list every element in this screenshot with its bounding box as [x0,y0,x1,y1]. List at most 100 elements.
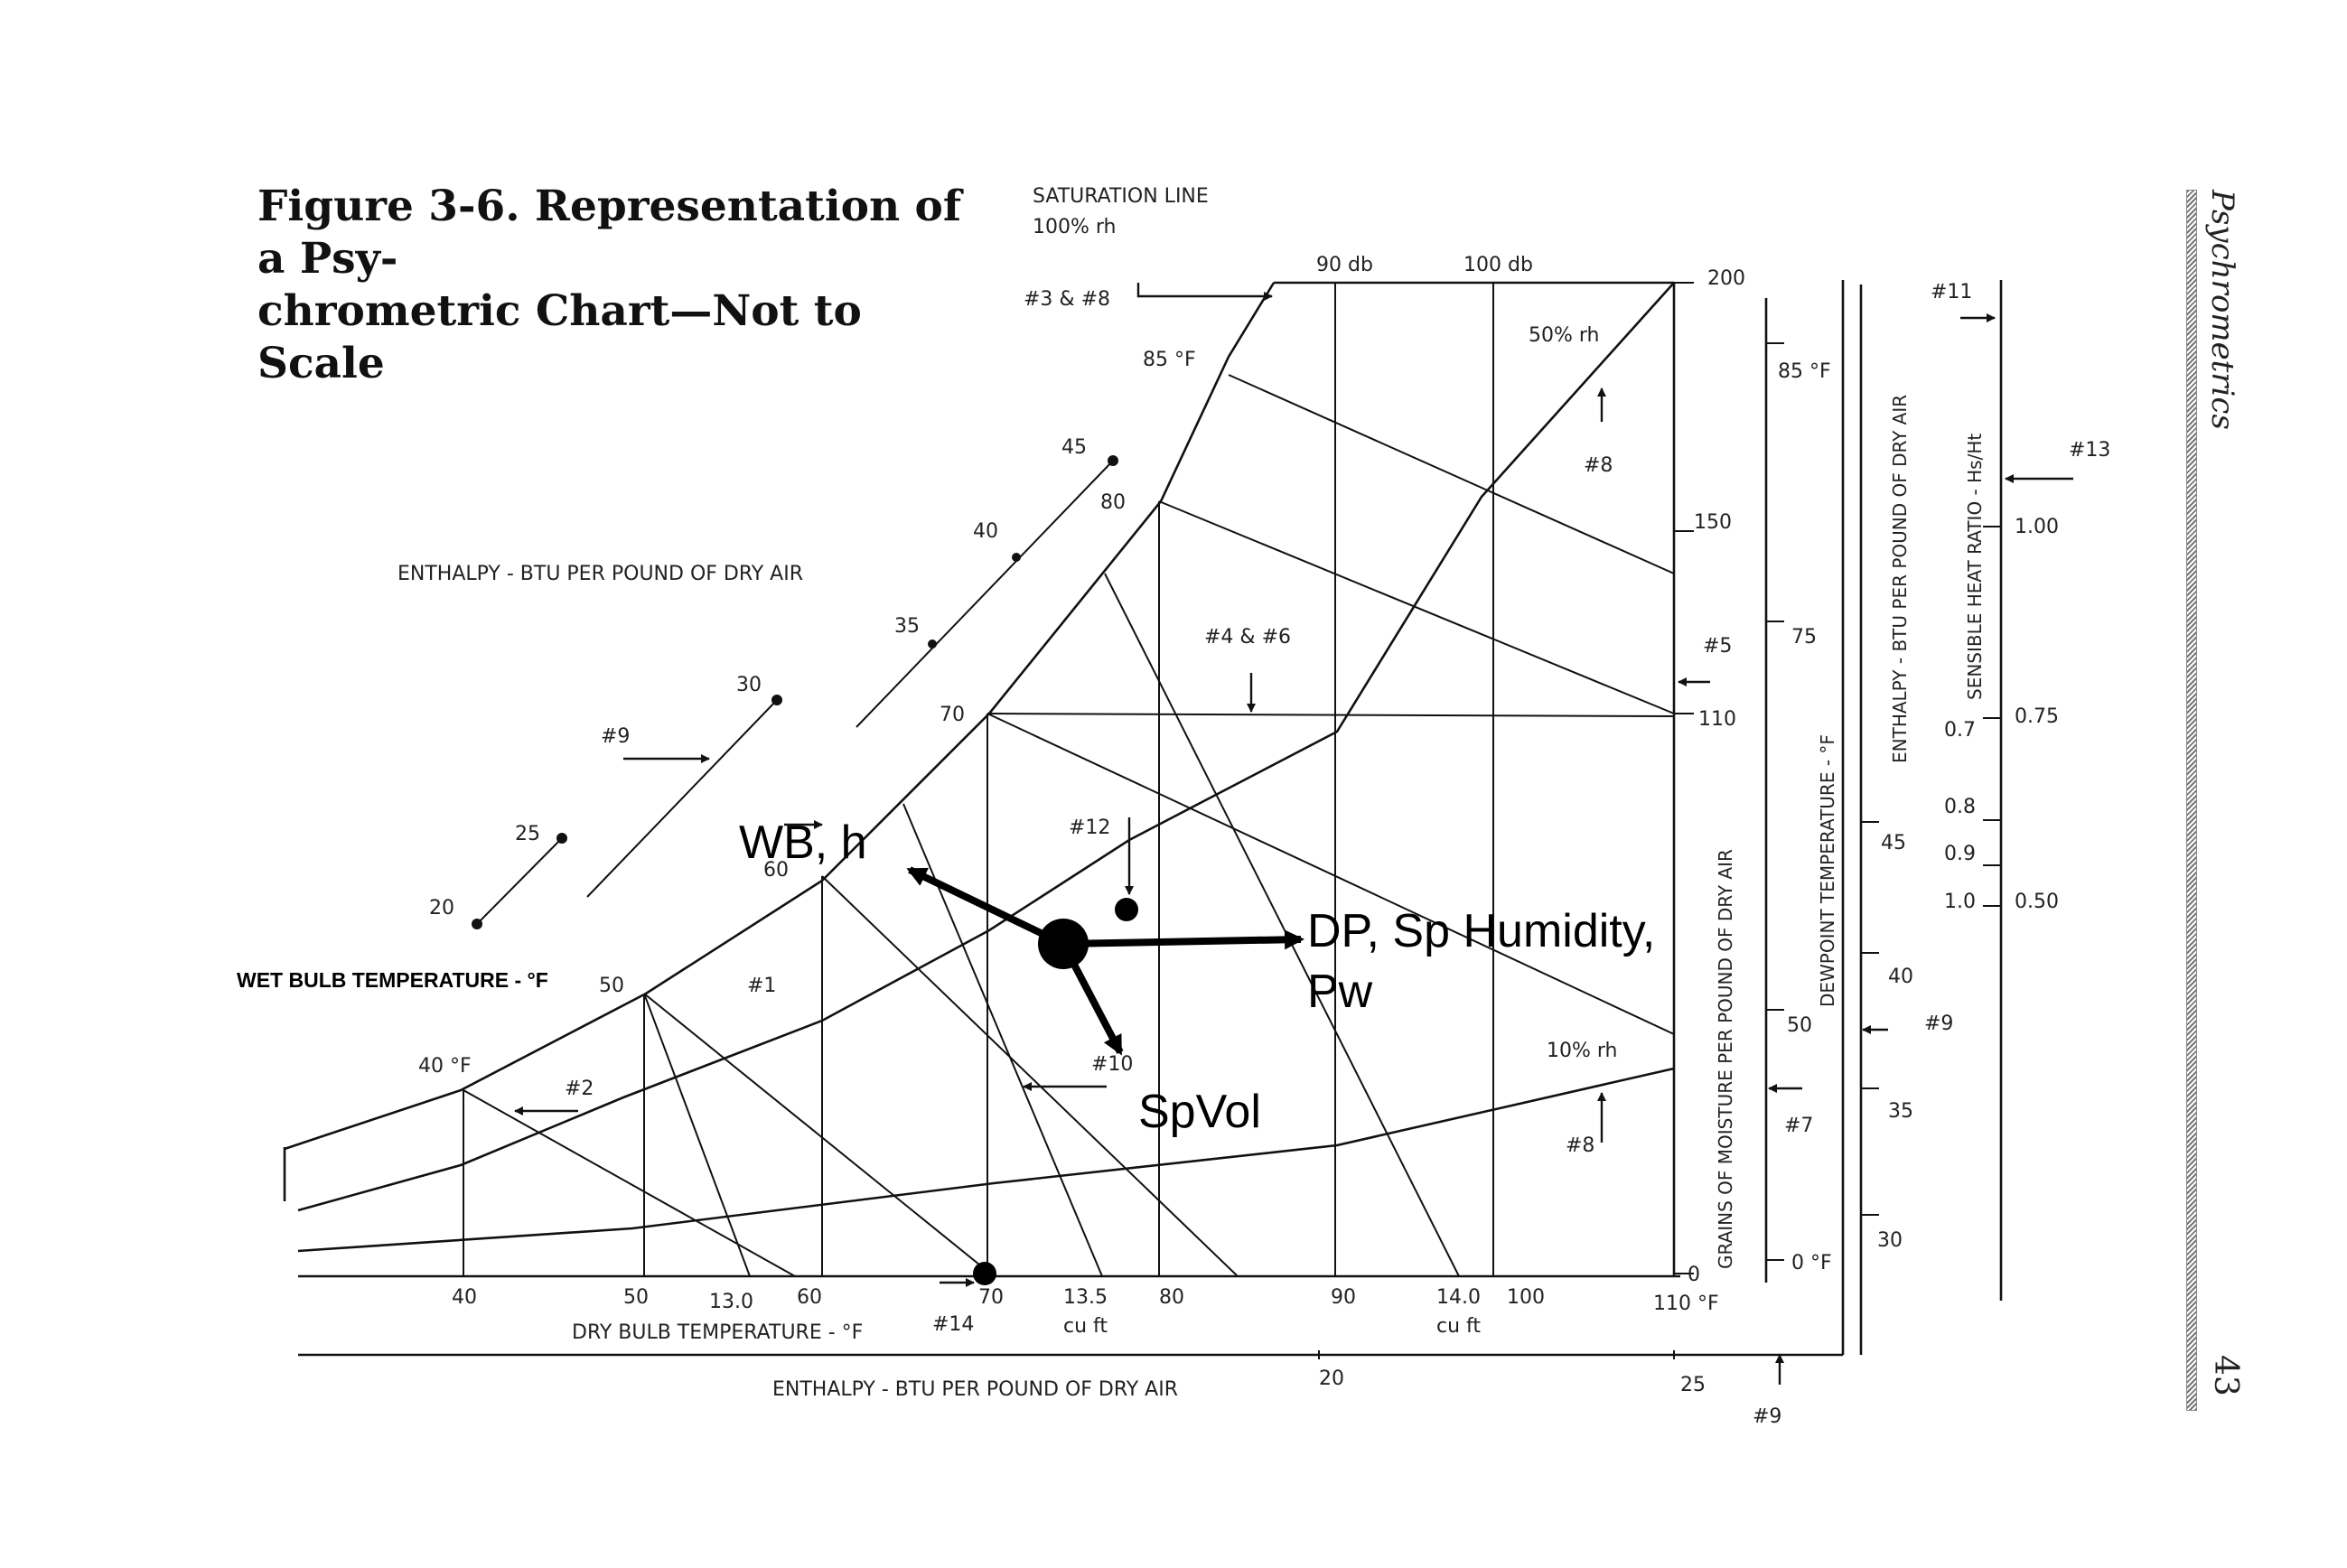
svg-text:13.5: 13.5 [1063,1286,1108,1309]
svg-text:cu ft: cu ft [1436,1315,1481,1338]
svg-text:50: 50 [599,975,624,997]
svg-text:25: 25 [515,823,540,845]
svg-text:90: 90 [1331,1286,1356,1309]
svg-text:25: 25 [1680,1374,1706,1396]
svg-text:#14: #14 [932,1313,974,1336]
svg-text:0.7: 0.7 [1944,719,1976,742]
right-scale-ticks [1318,282,2001,1359]
rh10-label: 10% rh [1547,1040,1618,1062]
svg-text:40: 40 [452,1286,477,1309]
svg-text:45: 45 [1881,832,1906,854]
shr-vp-tick-labels: 0.7 0.8 0.9 1.0 1.00 0.75 0.50 [1944,516,2059,913]
svg-text:85 °F: 85 °F [1143,349,1196,371]
svg-text:20: 20 [429,897,454,919]
rh-10-curve [297,1067,1675,1253]
db90-label: 90 db [1316,254,1373,276]
svg-text:#4 & #6: #4 & #6 [1204,626,1291,649]
svg-text:75: 75 [1791,626,1817,649]
callout-wb-h: WB, h [739,817,867,869]
svg-text:35: 35 [1888,1100,1913,1123]
enthalpy-right-tick-labels: 45 40 35 30 [1877,832,1913,1252]
svg-text:#12: #12 [1069,817,1110,839]
dry-bulb-tick-labels: 40 50 60 70 80 90 100 110 °F [452,1286,1719,1315]
svg-text:0 °F: 0 °F [1791,1252,1832,1274]
callout-pw: Pw [1307,966,1373,1018]
saturation-label-2: 100% rh [1033,216,1117,238]
svg-text:0.50: 0.50 [2015,891,2059,913]
dry-bulb-label: DRY BULB TEMPERATURE - °F [572,1321,863,1344]
svg-text:60: 60 [763,859,789,882]
svg-text:#9: #9 [1753,1405,1781,1428]
callout-spvol: SpVol [1138,1086,1261,1138]
svg-text:#2: #2 [565,1078,594,1100]
svg-text:60: 60 [797,1286,822,1309]
svg-text:0.75: 0.75 [2015,705,2059,728]
saturation-line [284,282,1276,1151]
svg-text:0.9: 0.9 [1944,843,1976,865]
enthalpy-right-label: ENTHALPY - BTU PER POUND OF DRY AIR [1889,395,1911,763]
svg-text:#13: #13 [2069,439,2110,462]
svg-text:#9: #9 [1924,1013,1953,1035]
svg-text:110 °F: 110 °F [1653,1293,1719,1315]
state-point [906,866,1304,1285]
grains-axis-label: GRAINS OF MOISTURE PER POUND OF DRY AIR [1715,849,1736,1269]
caption-line-2: chrometric Chart—Not to Scale [257,286,862,388]
svg-text:45: 45 [1061,436,1087,459]
svg-text:1.0: 1.0 [1944,891,1976,913]
marker-labels: #3 & #8 #4 & #6 #12 #1 #2 #9 #10 #14 #8 … [565,281,2110,1428]
svg-text:50: 50 [1787,1014,1812,1037]
svg-text:85 °F: 85 °F [1778,360,1831,383]
svg-text:70: 70 [940,704,965,726]
wet-bulb-label: WET BULB TEMPERATURE - °F [237,968,548,992]
svg-text:cu ft: cu ft [1063,1315,1108,1338]
svg-text:#1: #1 [747,975,776,997]
svg-text:30: 30 [736,674,762,696]
svg-text:#8: #8 [1566,1134,1594,1157]
svg-text:40: 40 [973,520,998,543]
sv-tick-labels: 13.0 13.5 cu ft 14.0 cu ft [709,1286,1481,1338]
svg-text:0.8: 0.8 [1944,796,1976,818]
shr-axis-label: SENSIBLE HEAT RATIO - Hs/Ht [1964,434,1986,700]
rh50-label: 50% rh [1529,324,1600,347]
caption-line-1: Figure 3-6. Representation of a Psy- [257,182,962,284]
svg-text:50: 50 [623,1286,649,1309]
enthalpy-lower-label: ENTHALPY - BTU PER POUND OF DRY AIR [772,1378,1178,1401]
db100-label: 100 db [1463,254,1533,276]
svg-text:1.00: 1.00 [2015,516,2059,538]
dry-bulb-lines [463,283,1494,1276]
svg-text:13.0: 13.0 [709,1291,753,1313]
svg-text:150: 150 [1694,511,1732,534]
wet-bulb-lines [463,374,1675,1277]
svg-text:#5: #5 [1703,635,1732,658]
svg-text:20: 20 [1319,1367,1344,1390]
rh-50-curve [297,282,1675,1212]
marker-arrows [514,283,2073,1385]
svg-text:#7: #7 [1784,1115,1813,1137]
svg-text:#11: #11 [1931,281,1972,303]
svg-text:#3 & #8: #3 & #8 [1024,288,1110,311]
grains-tick-labels: 0 110 150 200 [1688,267,1745,1286]
svg-text:#10: #10 [1091,1053,1133,1076]
svg-text:80: 80 [1159,1286,1184,1309]
svg-text:80: 80 [1100,491,1126,514]
svg-text:30: 30 [1877,1229,1903,1252]
dewpoint-tick-labels: 0 °F 50 75 85 °F [1778,360,1832,1274]
enthalpy-scale [472,455,1118,929]
enthalpy-scale-labels: 20 25 30 35 40 45 20 25 [429,436,1706,1396]
dewpoint-axis-label: DEWPOINT TEMPERATURE - °F [1817,734,1838,1007]
saturation-label-1: SATURATION LINE [1033,185,1209,208]
svg-text:#9: #9 [601,725,630,748]
margin-rule [2186,190,2197,1411]
svg-text:14.0: 14.0 [1436,1286,1481,1309]
svg-text:100: 100 [1507,1286,1545,1309]
svg-text:70: 70 [978,1286,1004,1309]
wet-bulb-tick-labels: 40 °F 50 60 70 80 85 °F [418,349,1196,1078]
svg-text:200: 200 [1707,267,1745,290]
enthalpy-upper-label: ENTHALPY - BTU PER POUND OF DRY AIR [397,563,803,585]
figure-caption: Figure 3-6. Representation of a Psy- chr… [257,181,998,390]
svg-text:0: 0 [1688,1264,1700,1286]
svg-text:110: 110 [1698,708,1736,731]
svg-text:35: 35 [894,615,920,638]
